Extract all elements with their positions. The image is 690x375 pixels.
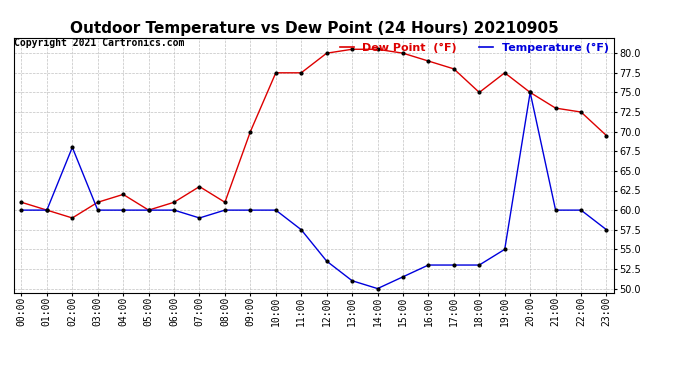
Title: Outdoor Temperature vs Dew Point (24 Hours) 20210905: Outdoor Temperature vs Dew Point (24 Hou…	[70, 21, 558, 36]
Text: Copyright 2021 Cartronics.com: Copyright 2021 Cartronics.com	[14, 38, 184, 48]
Legend: Dew Point  (°F), Temperature (°F): Dew Point (°F), Temperature (°F)	[340, 43, 609, 53]
